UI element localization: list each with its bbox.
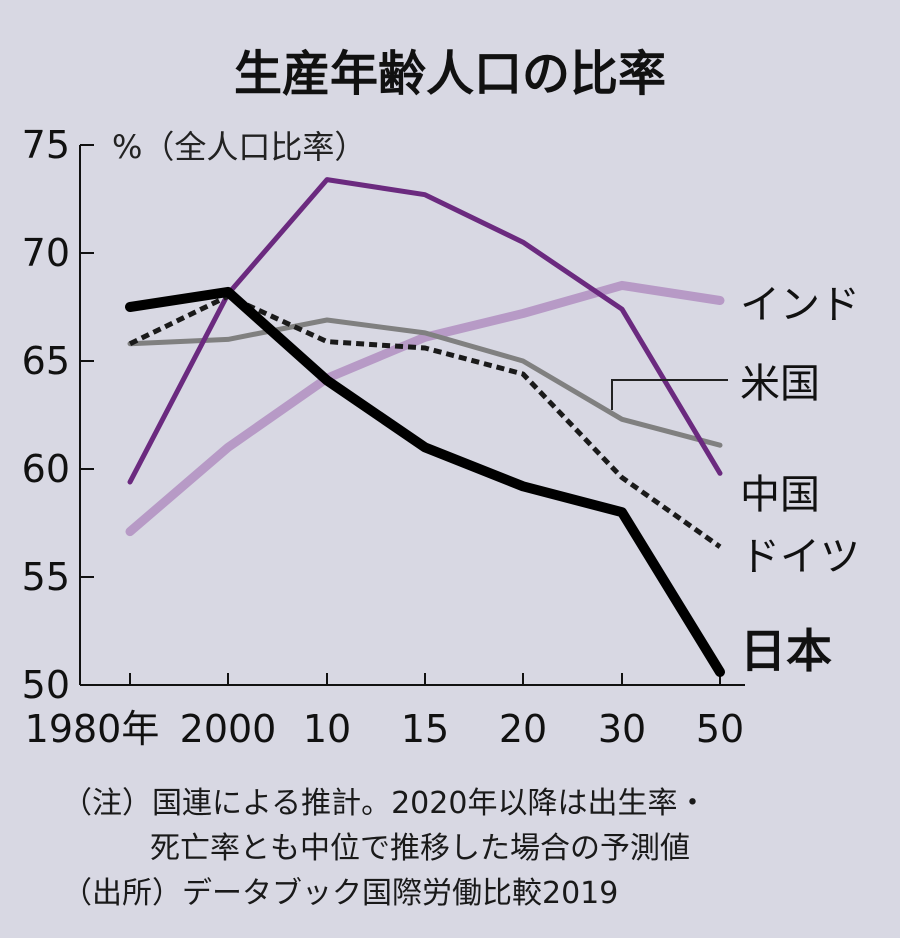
x-tick-label: 1980年: [25, 707, 160, 751]
y-tick-label: 70: [22, 231, 70, 275]
x-tick-label: 50: [696, 707, 744, 751]
y-tick-label: 65: [22, 339, 70, 383]
x-tick-label: 20: [499, 707, 547, 751]
series-line-1: [125, 280, 725, 537]
series-line-2: [127, 317, 723, 448]
y-tick-label: 75: [22, 123, 70, 167]
note-line-1: （注）国連による推計。2020年以降は出生率・: [62, 786, 707, 821]
us-leader-line: [611, 379, 728, 410]
note-line-2: 死亡率とも中位で推移した場合の予測値: [150, 831, 690, 866]
series-label-5: 日本: [740, 624, 832, 678]
y-tick-label: 55: [22, 555, 70, 599]
series-label-4: ドイツ: [740, 534, 860, 580]
series-label-2: 米国: [740, 361, 820, 407]
note-line-3: （出所）データブック国際労働比較2019: [62, 876, 618, 911]
chart-title: 生産年齢人口の比率: [234, 46, 666, 102]
y-tick-label: 60: [22, 447, 70, 491]
x-tick-label: 15: [401, 707, 449, 751]
x-tick-label: 2000: [180, 707, 277, 751]
series-label-1: インド: [740, 282, 860, 328]
x-tick-label: 30: [598, 707, 646, 751]
x-tick-label: 10: [303, 707, 351, 751]
series-line-5: [125, 286, 725, 677]
y-tick-label: 50: [22, 663, 70, 707]
y-axis-label: %（全人口比率）: [112, 128, 366, 166]
series-label-3: 中国: [740, 472, 820, 518]
